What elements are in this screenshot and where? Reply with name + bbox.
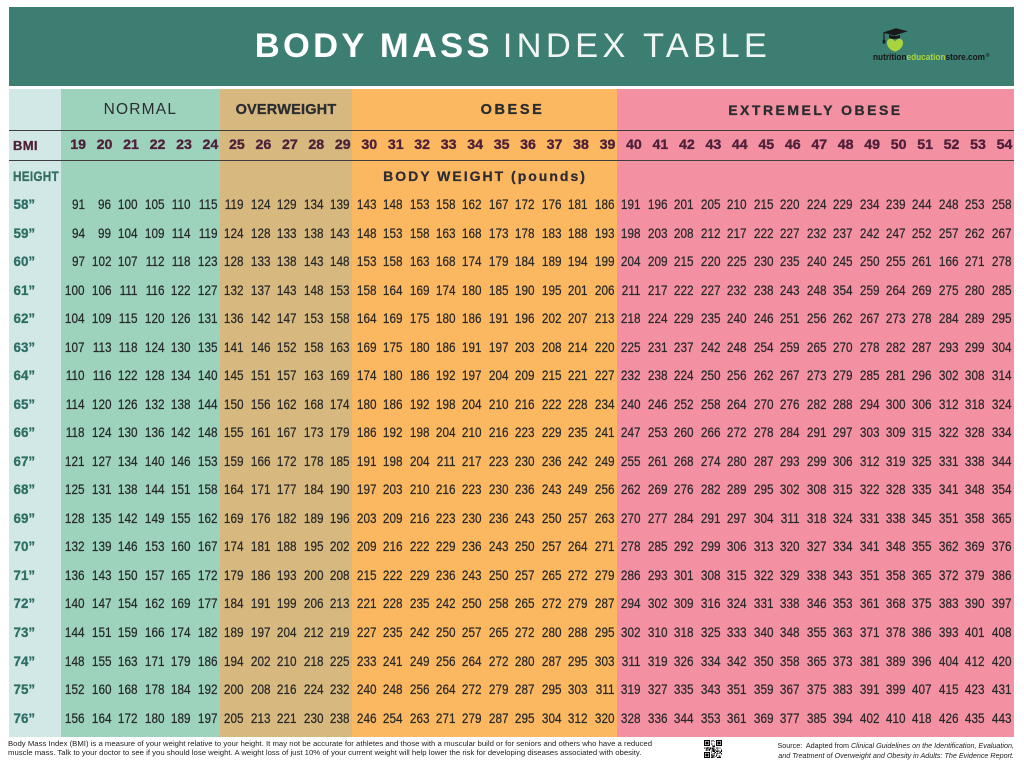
svg-text:®: ® — [986, 52, 990, 59]
svg-text:nutritioneducationstore.com: nutritioneducationstore.com — [873, 52, 985, 62]
